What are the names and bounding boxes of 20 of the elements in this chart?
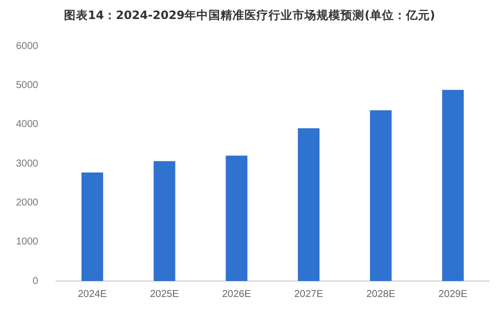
- bar: [154, 161, 176, 281]
- y-tick-label: 4000: [16, 119, 39, 130]
- x-tick-label: 2028E: [366, 288, 396, 300]
- chart-title: 图表14：2024-2029年中国精准医疗行业市场规模预测(单位：亿元): [62, 8, 436, 23]
- bar: [226, 156, 248, 281]
- y-tick-label: 0: [32, 276, 39, 287]
- y-tick-label: 6000: [16, 40, 39, 52]
- x-tick-label: 2027E: [294, 288, 324, 300]
- y-tick-label: 3000: [16, 158, 39, 170]
- bar: [442, 90, 464, 281]
- x-tick-label: 2026E: [222, 288, 252, 300]
- x-tick-label: 2029E: [438, 288, 468, 300]
- y-tick-label: 1000: [16, 236, 39, 248]
- bar: [298, 128, 320, 281]
- y-tick-label: 2000: [16, 197, 39, 208]
- x-tick-label: 2025E: [150, 288, 180, 300]
- y-tick-label: 5000: [16, 80, 39, 91]
- x-tick-label: 2024E: [78, 288, 108, 300]
- bar: [370, 110, 392, 281]
- bar: [81, 172, 104, 281]
